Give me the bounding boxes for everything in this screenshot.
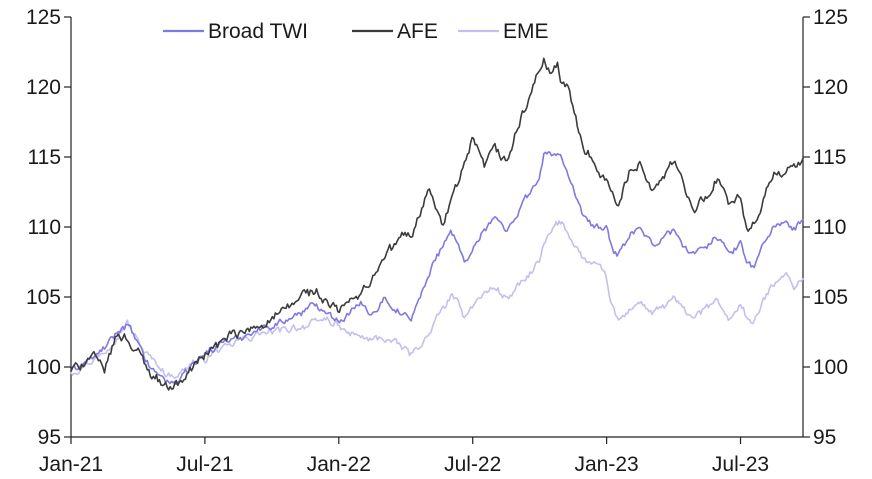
- x-tick-label: Jul-23: [712, 453, 769, 476]
- x-tick-label: Jul-21: [176, 453, 233, 476]
- y-tick-label-right: 95: [813, 426, 836, 449]
- y-tick-label-left: 100: [26, 356, 61, 379]
- y-tick-label-left: 125: [26, 6, 61, 29]
- x-tick-label: Jan-23: [575, 453, 639, 476]
- y-tick-label-left: 110: [28, 216, 61, 239]
- series-layer: [70, 57, 804, 391]
- y-tick-label-left: 105: [26, 286, 61, 309]
- y-tick-label-right: 105: [813, 286, 848, 309]
- legend-label: EME: [503, 20, 549, 43]
- legend-label: AFE: [397, 20, 438, 43]
- y-tick-label-right: 110: [813, 216, 846, 239]
- y-tick-label-left: 95: [38, 426, 61, 449]
- tick-labels-layer: 95 100 105 110 115 120 125 95 100 105 110 115 120 125…: [26, 6, 848, 476]
- legend: Broad TWI AFE EME: [163, 20, 549, 43]
- series-line-afe: [70, 57, 804, 391]
- y-tick-label-right: 100: [813, 356, 848, 379]
- series-line-eme: [70, 220, 804, 379]
- y-tick-label-right: 120: [813, 76, 848, 99]
- x-tick-label: Jan-21: [39, 453, 103, 476]
- x-tick-label: Jul-22: [444, 453, 501, 476]
- y-tick-label-right: 125: [813, 6, 848, 29]
- y-tick-label-right: 115: [813, 146, 846, 169]
- axes-group: [64, 16, 810, 444]
- series-line-broad-twi: [70, 151, 804, 386]
- legend-label: Broad TWI: [208, 20, 308, 43]
- y-tick-label-left: 115: [28, 146, 61, 169]
- x-tick-label: Jan-22: [307, 453, 371, 476]
- y-tick-label-left: 120: [26, 76, 61, 99]
